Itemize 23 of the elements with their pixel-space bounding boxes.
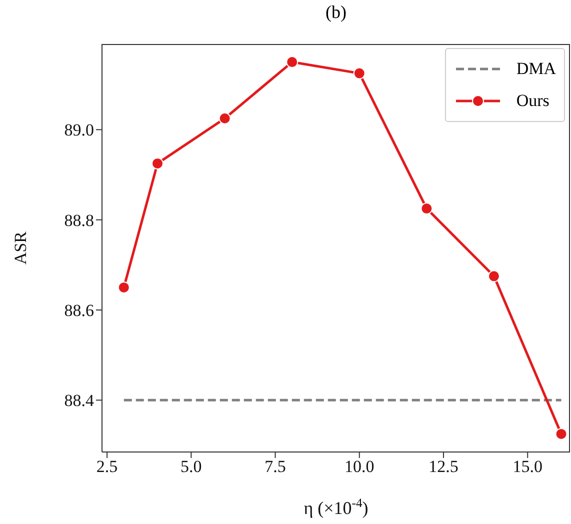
point: [286, 56, 298, 68]
y-axis-title: ASR: [11, 230, 30, 265]
x-tick-label: 2.5: [96, 457, 118, 476]
chart-title: (b): [324, 2, 348, 23]
y-tick-label: 88.8: [64, 210, 94, 230]
y-tick-label: 88.6: [64, 301, 94, 320]
x-axis-title: η (×10$^{-4}$): [304, 496, 368, 518]
legend-label: DMA: [516, 59, 556, 79]
y-tick-label: 89.0: [64, 120, 94, 140]
point: [488, 270, 500, 282]
x-tick-label: 15.0: [512, 457, 542, 476]
y-tick-label: 88.4: [64, 391, 94, 410]
x-tick-label: 5.0: [180, 457, 202, 476]
x-tick-label: 7.5: [264, 457, 286, 476]
legend-label: Ours: [516, 91, 550, 111]
x-tick-label: 10.0: [344, 457, 374, 476]
point: [420, 202, 433, 215]
point: [118, 281, 130, 294]
point: [555, 428, 568, 440]
point: [218, 112, 231, 124]
point: [353, 67, 366, 80]
point: [152, 157, 164, 170]
x-tick-label: 12.5: [428, 457, 458, 476]
